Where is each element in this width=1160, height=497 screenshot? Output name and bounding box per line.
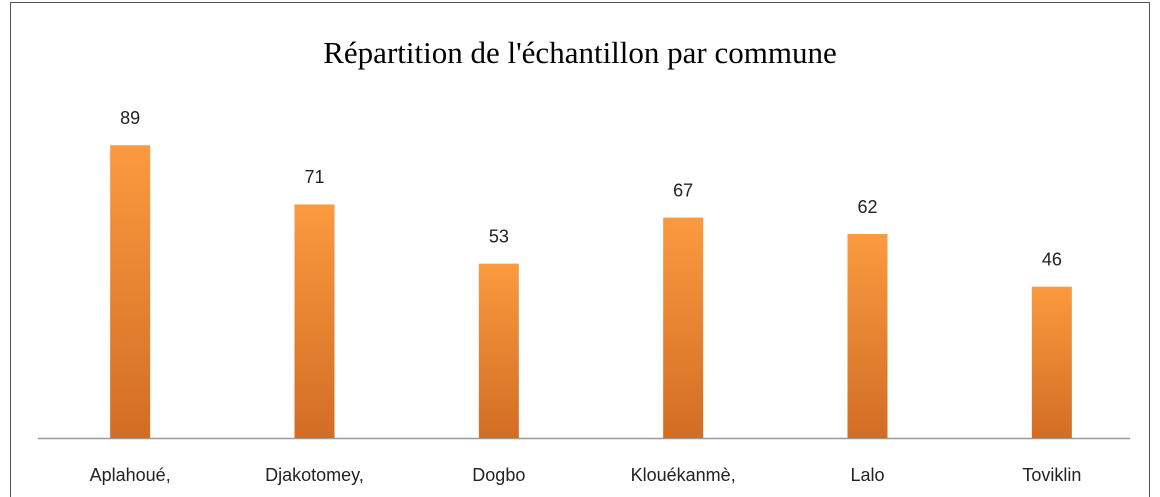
chart-title: Répartition de l'échantillon par commune	[323, 35, 836, 70]
data-label: 62	[857, 197, 877, 217]
data-label: 53	[489, 226, 509, 246]
bar	[478, 263, 519, 438]
data-label: 89	[120, 108, 140, 128]
data-label: 46	[1042, 249, 1062, 269]
bar	[663, 217, 704, 438]
data-label: 71	[304, 167, 324, 187]
bar	[1031, 286, 1072, 438]
bar	[847, 234, 888, 438]
data-label: 67	[673, 180, 693, 200]
bar	[294, 204, 335, 438]
x-tick-label: Toviklin	[1022, 465, 1081, 485]
x-tick-label: Klouékanmè,	[631, 465, 736, 485]
x-tick-label: Dogbo	[472, 465, 525, 485]
x-tick-label: Lalo	[850, 465, 884, 485]
x-tick-label: Djakotomey,	[265, 465, 364, 485]
chart-frame	[10, 2, 1150, 497]
bar	[110, 145, 151, 438]
x-tick-label: Aplahoué,	[90, 465, 171, 485]
